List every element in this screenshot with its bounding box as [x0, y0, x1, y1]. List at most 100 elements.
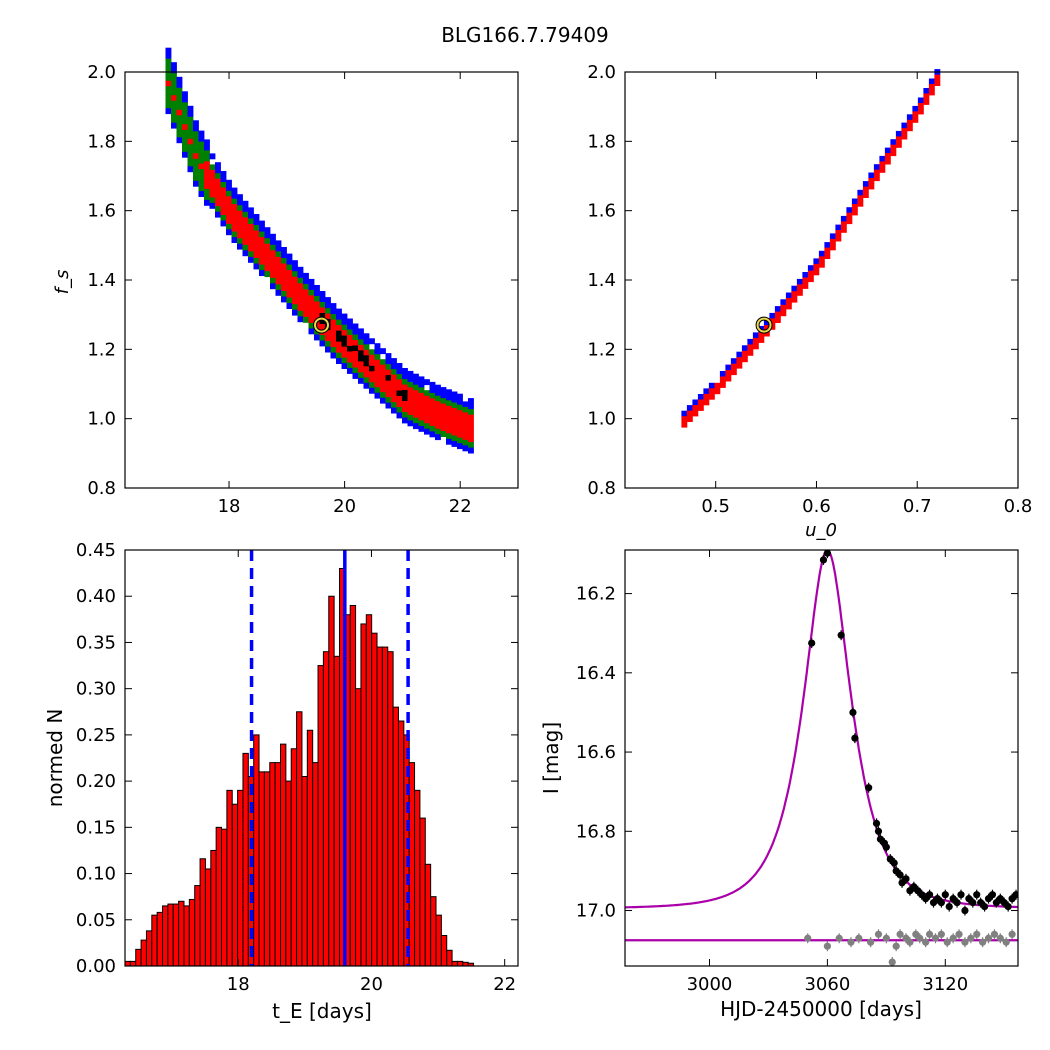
inner-cell	[686, 416, 693, 422]
outer-cell	[796, 278, 803, 285]
inner-cell	[330, 336, 337, 342]
inner-cell	[457, 415, 463, 422]
inner-cell	[462, 428, 469, 435]
inner-cell	[242, 217, 249, 224]
x-tick-label: 3120	[922, 974, 968, 995]
hist-bar	[387, 651, 394, 967]
data-point	[980, 902, 989, 911]
data-point	[961, 906, 969, 915]
inner-cell	[928, 89, 935, 96]
middle-cell	[176, 120, 183, 127]
inner-cell	[774, 317, 781, 323]
inner-cell	[829, 244, 836, 251]
outer-cell	[198, 136, 205, 142]
inner-cell	[418, 409, 425, 416]
hist-bar	[204, 868, 212, 967]
inner-cell	[297, 288, 304, 295]
outer-cell	[468, 403, 474, 410]
middle-cell	[418, 387, 425, 394]
outer-cell	[330, 308, 337, 315]
inner-cell	[231, 209, 238, 216]
residual-point	[1008, 930, 1016, 938]
outer-cell	[917, 97, 924, 104]
middle-cell	[187, 127, 194, 134]
outer-cell	[846, 207, 853, 214]
inner-cell	[407, 403, 414, 410]
outer-cell	[435, 384, 441, 391]
inner-cell	[407, 392, 414, 399]
middle-cell	[330, 347, 337, 353]
middle-cell	[413, 384, 419, 391]
inner-cell	[703, 399, 710, 406]
outer-cell	[851, 198, 858, 205]
inner-cell	[374, 381, 381, 388]
inner-cell	[391, 391, 397, 397]
inner-cell	[736, 357, 743, 364]
inner-cell	[209, 180, 216, 187]
inner-cell	[347, 351, 353, 358]
inner-cell	[402, 406, 408, 413]
outer-cell	[281, 296, 287, 303]
x-tick-label: 18	[218, 496, 241, 517]
inner-cell	[286, 281, 293, 287]
outer-cell	[231, 193, 238, 199]
outer-cell	[446, 394, 452, 401]
inner-cell	[303, 294, 309, 301]
outer-cell	[374, 343, 381, 350]
outer-cell	[330, 352, 337, 359]
inner-cell	[171, 95, 177, 102]
outer-cell	[840, 215, 847, 222]
inner-cell	[840, 226, 847, 233]
outer-cell	[275, 289, 282, 296]
hist-bar	[349, 604, 357, 967]
ylabel-imag: I [mag]	[539, 722, 563, 794]
inner-cell	[446, 422, 452, 429]
inner-cell	[418, 403, 425, 410]
middle-cell	[292, 304, 298, 311]
outer-cell	[385, 358, 392, 365]
peak-cell	[347, 346, 353, 352]
inner-cell	[165, 80, 172, 87]
middle-cell	[193, 158, 199, 165]
middle-cell	[286, 297, 293, 304]
inner-cell	[807, 270, 814, 277]
outer-cell	[226, 185, 232, 192]
middle-cell	[165, 97, 172, 104]
hist-bar	[221, 828, 228, 967]
middle-cell	[336, 319, 342, 326]
middle-cell	[176, 131, 183, 138]
hist-bar	[290, 748, 298, 967]
hist-bar	[145, 930, 153, 967]
inner-cell	[780, 310, 787, 317]
middle-cell	[171, 111, 177, 118]
inner-cell	[292, 298, 298, 305]
inner-cell	[319, 307, 326, 314]
middle-cell	[264, 271, 271, 278]
outer-cell	[928, 78, 935, 85]
residual-point	[855, 934, 863, 942]
inner-cell	[264, 265, 271, 272]
outer-cell	[352, 329, 359, 335]
inner-cell	[818, 261, 825, 268]
inner-cell	[270, 266, 276, 273]
outer-cell	[380, 348, 386, 355]
inner-cell	[846, 212, 853, 219]
middle-cell	[358, 339, 364, 346]
outer-cell	[220, 220, 227, 227]
middle-cell	[182, 113, 188, 120]
outer-cell	[435, 390, 441, 397]
inner-cell	[462, 434, 469, 441]
inner-cell	[270, 250, 276, 257]
inner-cell	[270, 261, 276, 268]
inner-cell	[692, 410, 699, 417]
middle-cell	[220, 215, 227, 221]
fs-vs-te-panel: 18 20 22 0.8 1.0 1.2 1.4 1.6 1.8 2.0	[87, 47, 519, 517]
outer-cell	[391, 407, 397, 414]
middle-cell	[193, 147, 199, 154]
outer-cell	[319, 291, 326, 297]
inner-cell	[303, 300, 309, 307]
inner-cell	[446, 405, 452, 412]
outer-cell	[697, 394, 704, 400]
inner-cell	[451, 419, 458, 425]
middle-cell	[187, 160, 194, 167]
